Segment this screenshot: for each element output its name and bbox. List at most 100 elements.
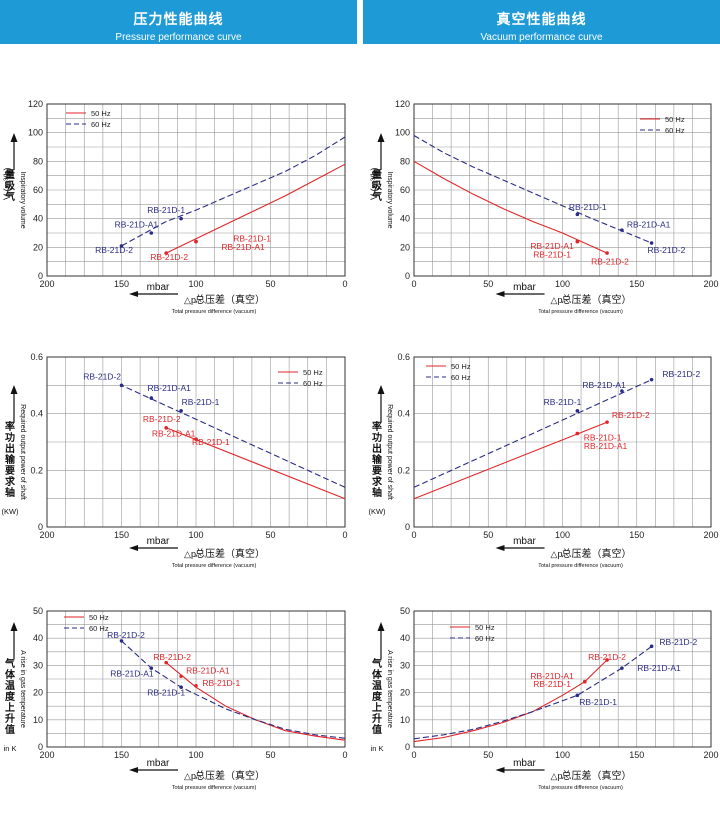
- grid: [47, 357, 345, 527]
- x-tick-label: 150: [114, 750, 129, 760]
- x-axis-label-en: Total pressure difference (vacuum): [172, 785, 257, 791]
- x-axis-label: mbar △p 总压差（真空） Total pressure difference (…: [129, 282, 265, 315]
- legend: 50 Hz 60 Hz: [450, 623, 495, 643]
- plot-frame: [413, 356, 712, 528]
- data-point-label: RB-21D-A1: [530, 671, 574, 681]
- y-axis-label-cn-char: 上: [372, 701, 382, 714]
- x-axis-arrow-icon: [129, 545, 138, 551]
- legend-label-50hz: 50 Hz: [303, 368, 323, 377]
- y-tick-label: 60: [33, 185, 43, 195]
- data-point: [119, 383, 124, 388]
- x-axis-symbol: △p: [551, 771, 563, 781]
- y-axis-label-cn-char: 量: [5, 168, 15, 181]
- data-point: [620, 389, 624, 393]
- x-axis-unit: mbar: [513, 536, 536, 547]
- x-tick-label: 50: [265, 750, 275, 760]
- series-line-50hz: [165, 163, 346, 254]
- data-point: [164, 660, 168, 665]
- chart-vacuum-temperature: 0 10 20 30 40 50 0 50 100 150 200 RB-21D-2 RB-21D-A1…: [371, 606, 719, 791]
- legend: 50 Hz 60 Hz: [278, 368, 323, 388]
- plot-frame: [413, 103, 712, 277]
- x-axis-unit: mbar: [147, 536, 170, 547]
- series-line-60hz: [413, 135, 652, 244]
- y-axis-arrow-icon: [10, 622, 18, 631]
- data-point-label: RB-21D-2: [143, 414, 181, 424]
- x-axis-unit: mbar: [147, 282, 170, 293]
- y-tick-label: 0.6: [30, 352, 43, 362]
- data-point: [179, 674, 183, 679]
- y-tick-label: 60: [400, 185, 410, 195]
- y-axis-label-unit: in K: [4, 744, 17, 753]
- y-tick-label: 50: [400, 606, 410, 616]
- header-left: 压力性能曲线 Pressure performance curve: [0, 0, 357, 44]
- y-axis-label-cn-char: 气: [371, 657, 382, 670]
- data-point-label: RB-21D-2: [662, 369, 700, 379]
- data-point: [649, 241, 654, 245]
- x-tick-label: 100: [555, 530, 570, 540]
- data-point-label: RB-21D-1: [569, 202, 607, 212]
- y-axis-label-cn-char: 功: [5, 431, 15, 444]
- y-tick-label: 40: [400, 214, 410, 224]
- data-point: [605, 420, 609, 424]
- data-point-label: RB-21D-A1: [110, 668, 154, 678]
- x-tick-label: 0: [342, 279, 347, 289]
- data-point-label: RB-21D-2: [153, 652, 191, 662]
- data-point: [119, 244, 124, 248]
- x-axis-label-en: Total pressure difference (vacuum): [538, 563, 623, 569]
- data-point: [605, 251, 609, 255]
- legend-label-60hz: 60 Hz: [665, 126, 685, 135]
- x-axis-label-cn: 总压差（真空）: [195, 293, 265, 306]
- x-axis-label: mbar △p 总压差（真空） Total pressure difference (…: [495, 282, 632, 315]
- y-tick-label: 40: [400, 633, 410, 643]
- data-point-label: RB-21D-1: [182, 397, 220, 407]
- x-tick-label: 150: [629, 750, 644, 760]
- x-tick-label: 150: [629, 530, 644, 540]
- data-point: [149, 396, 154, 400]
- data-point: [194, 239, 198, 244]
- data-point-label: RB-21D-2: [659, 637, 697, 647]
- y-axis-label-en: Inspiratory volume: [386, 171, 393, 228]
- legend-label-60hz: 60 Hz: [91, 120, 111, 129]
- legend-label-60hz: 60 Hz: [475, 634, 495, 643]
- y-tick-label: 40: [33, 214, 43, 224]
- x-axis-label: mbar △p 总压差（真空） Total pressure difference (…: [129, 536, 265, 569]
- x-axis-symbol: △p: [184, 771, 196, 781]
- legend: 50 Hz 60 Hz: [640, 115, 685, 135]
- data-point-label: RB-21D-2: [83, 372, 121, 382]
- y-axis-label-cn-char: 吸: [5, 180, 16, 192]
- x-tick-label: 0: [342, 530, 347, 540]
- header-right: 真空性能曲线 Vacuum performance curve: [363, 0, 720, 44]
- y-axis-label-cn-char: 要: [5, 465, 15, 477]
- y-axis-label-cn-char: 温: [5, 679, 15, 692]
- y-tick-label: 0: [38, 271, 43, 281]
- x-axis-unit: mbar: [147, 758, 170, 769]
- y-axis-label-cn-char: 升: [372, 712, 382, 725]
- data-point: [605, 658, 609, 662]
- y-axis-label-cn-char: 输: [5, 453, 16, 466]
- y-tick-label: 0.4: [30, 409, 43, 419]
- y-axis-label-cn-char: 求: [372, 475, 383, 488]
- data-point-label: RB-21D-1: [147, 205, 185, 215]
- x-axis-label-cn: 总压差（真空）: [195, 769, 265, 782]
- data-point-label: RB-21D-A1: [186, 666, 230, 676]
- y-tick-label: 0.2: [397, 465, 410, 475]
- x-axis-unit: mbar: [513, 282, 536, 293]
- legend-label-60hz: 60 Hz: [451, 373, 471, 382]
- y-axis-label-unit: (KW): [368, 507, 386, 516]
- x-tick-label: 100: [188, 750, 203, 760]
- x-tick-label: 150: [629, 279, 644, 289]
- legend-label-50hz: 50 Hz: [89, 613, 109, 622]
- y-tick-label: 20: [33, 688, 43, 698]
- y-tick-label: 0.2: [30, 465, 43, 475]
- data-point-label: RB-21D-2: [591, 257, 629, 267]
- y-tick-label: 120: [395, 99, 410, 109]
- x-axis-label-en: Total pressure difference (vacuum): [538, 309, 623, 315]
- y-axis-label-cn-char: 输: [372, 453, 383, 466]
- data-point-label: RB-21D-1: [202, 678, 240, 688]
- data-point: [179, 409, 183, 413]
- data-point: [575, 693, 580, 698]
